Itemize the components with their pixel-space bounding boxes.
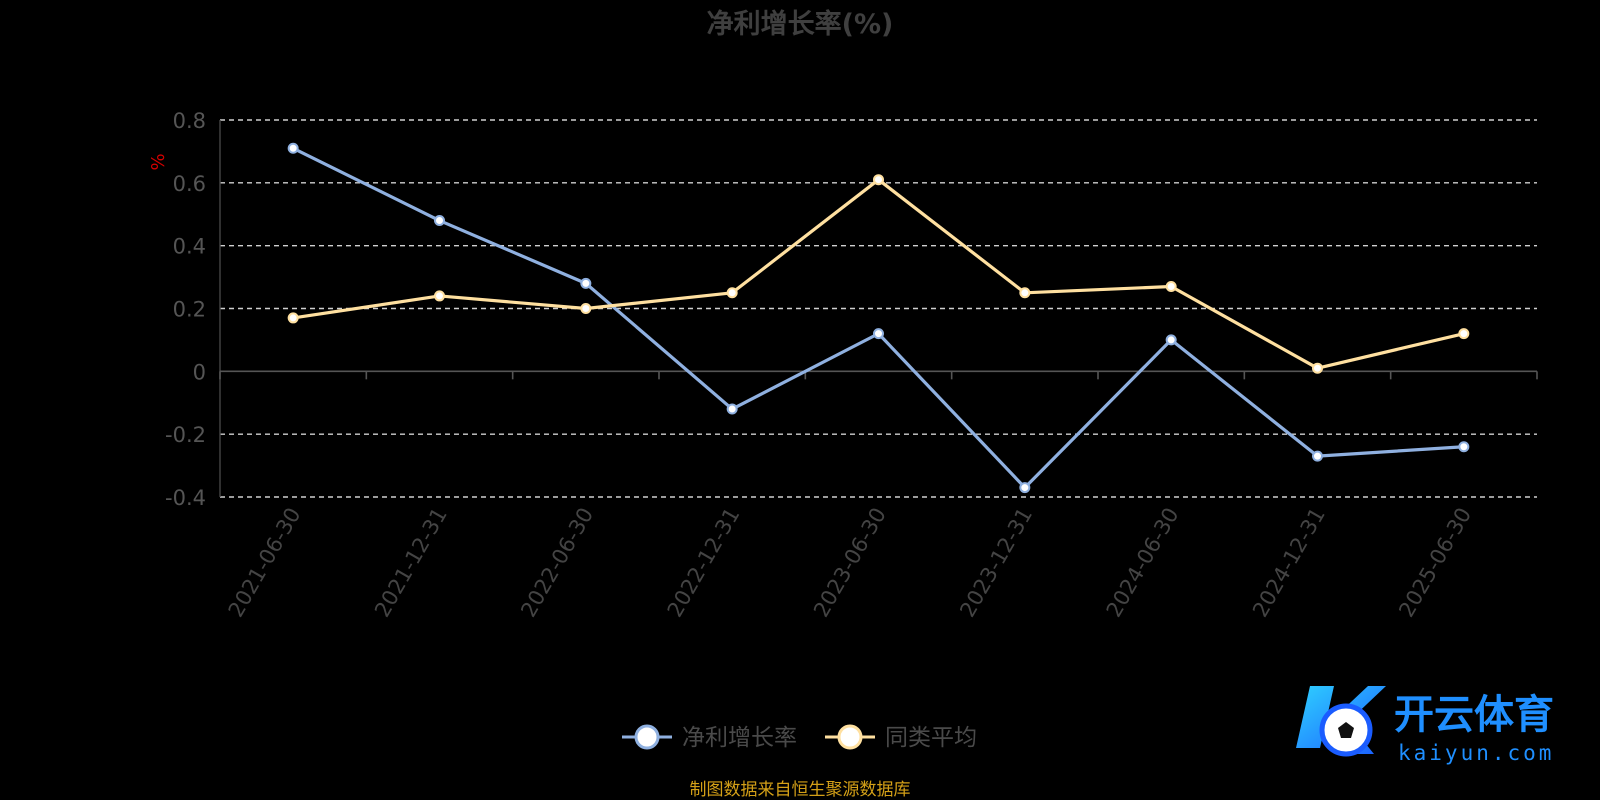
data-point: [580, 277, 592, 289]
legend-marker: [837, 724, 863, 750]
x-tick-label: 2025-06-30: [1394, 504, 1476, 622]
data-point: [1019, 287, 1031, 299]
data-point: [580, 303, 592, 314]
x-tick-label: 2023-12-31: [955, 504, 1037, 622]
watermark-brand: 开云体育: [1394, 692, 1554, 738]
y-tick-label: -0.2: [165, 423, 206, 447]
data-point: [873, 328, 884, 340]
data-point: [1458, 328, 1470, 340]
watermark-domain: kaiyun.com: [1398, 741, 1554, 765]
data-point: [1019, 482, 1031, 494]
data-point: [287, 312, 299, 324]
data-point: [873, 174, 884, 186]
data-point: [1458, 441, 1470, 453]
data-point: [1165, 334, 1177, 346]
y-tick-label: 0.8: [173, 109, 206, 133]
series-layer: [287, 142, 1470, 494]
series-1: [287, 142, 1470, 494]
data-point: [726, 403, 738, 415]
x-tick-label: 2022-06-30: [516, 504, 598, 622]
legend-item[interactable]: 净利增长率: [622, 724, 797, 751]
legend-item[interactable]: 同类平均: [825, 724, 977, 751]
y-tick-label: -0.4: [165, 486, 206, 510]
x-tick-label: 2022-12-31: [663, 504, 745, 622]
source-note: 制图数据来自恒生聚源数据库: [690, 780, 911, 800]
series-line: [292, 146, 1464, 490]
x-tick-label: 2023-06-30: [809, 504, 891, 622]
data-point: [1312, 450, 1323, 462]
y-tick-label: 0.2: [173, 298, 206, 322]
legend-label: 净利增长率: [682, 725, 797, 751]
x-axis-ticks: 2021-06-30 2021-12-31 2022-06-30 2022-12-31…: [224, 504, 1476, 622]
y-tick-label: 0: [193, 360, 206, 384]
x-tick-label: 2024-06-30: [1102, 504, 1184, 622]
x-tick-label: 2021-06-30: [224, 504, 306, 622]
data-point: [434, 290, 445, 302]
legend-label: 同类平均: [885, 725, 977, 751]
x-tick-label: 2021-12-31: [370, 504, 452, 622]
y-unit-label: %: [148, 153, 169, 170]
chart-title: 净利增长率(%): [707, 8, 894, 40]
x-tick-label: 2024-12-31: [1248, 504, 1330, 622]
data-point: [434, 215, 445, 227]
legend[interactable]: 净利增长率 同类平均: [622, 724, 977, 751]
watermark-logo: 开云体育 kaiyun.com: [1296, 686, 1554, 765]
data-point: [287, 142, 299, 154]
data-point: [726, 287, 738, 299]
y-axis-ticks: 0.8 0.6 0.4 0.2 0 -0.2 -0.4: [165, 109, 206, 510]
y-tick-label: 0.6: [173, 172, 206, 196]
series-2: [287, 174, 1470, 374]
legend-marker: [634, 724, 660, 750]
data-point: [1165, 281, 1177, 293]
data-point: [1312, 362, 1323, 374]
y-tick-label: 0.4: [173, 235, 206, 259]
series-line: [292, 178, 1465, 370]
